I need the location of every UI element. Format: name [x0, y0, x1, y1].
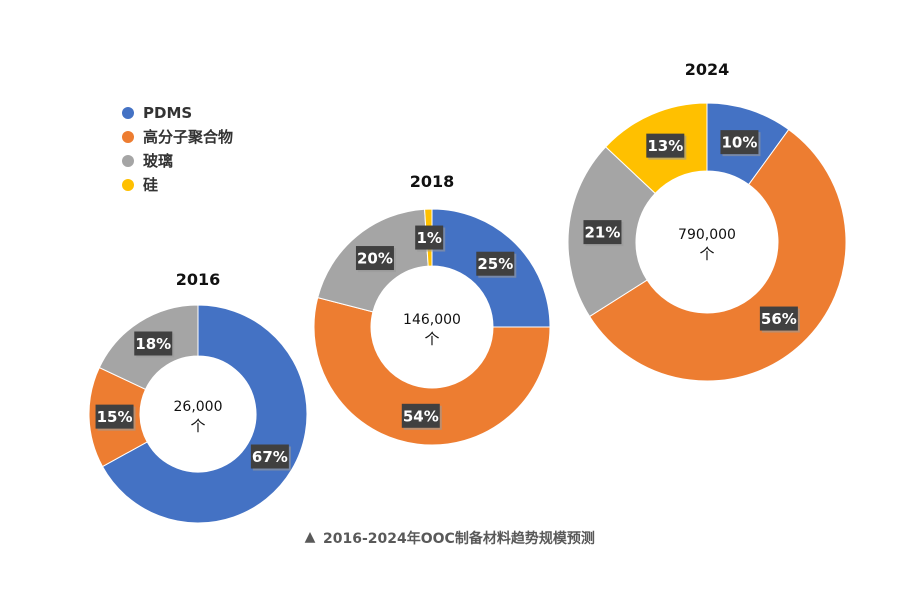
center-total-value: 26,000 — [174, 399, 223, 415]
donut-slice — [313, 297, 551, 446]
legend-item: PDMS — [122, 104, 192, 122]
data-label-box — [95, 404, 134, 429]
data-label-box — [646, 133, 685, 158]
data-label-text: 1% — [416, 229, 441, 247]
data-label-box — [250, 444, 289, 469]
data-label-text: 10% — [721, 134, 757, 152]
data-label-text: 18% — [135, 335, 171, 353]
legend-item: 高分子聚合物 — [122, 128, 233, 146]
data-label-box — [134, 331, 173, 356]
center-unit-label: 个 — [699, 245, 714, 263]
center-total-value: 146,000 — [403, 312, 461, 328]
data-label: 15% — [95, 404, 136, 431]
data-label-box — [401, 403, 440, 428]
data-label: 13% — [646, 133, 687, 160]
center-unit-label: 个 — [424, 330, 439, 348]
legend-label: 高分子聚合物 — [143, 128, 233, 146]
center-unit-label: 个 — [190, 417, 205, 435]
data-label: 25% — [476, 251, 517, 278]
data-label-text: 54% — [403, 407, 439, 425]
donut-chart-2018: 2018 25% 54% 20% 1% 146,000 个 — [313, 172, 551, 446]
legend-dot-icon — [122, 107, 134, 119]
legend-dot-icon — [122, 155, 134, 167]
data-label-text: 67% — [252, 448, 288, 466]
legend-item: 硅 — [122, 176, 158, 194]
charts-area: 2016 67% 15% 18% 26,000 个 2018 25% 54% 20% 1% 146,0… — [88, 60, 847, 524]
donut-chart-2016: 2016 67% 15% 18% 26,000 个 — [88, 270, 308, 524]
data-label-text: 15% — [97, 408, 133, 426]
data-label: 10% — [720, 130, 761, 157]
donut-chart-2024: 2024 10% 56% 21% 13% 790,000 个 — [567, 60, 847, 382]
data-label-box — [759, 306, 798, 331]
data-label-box — [583, 220, 622, 245]
data-label-text: 56% — [761, 310, 797, 328]
data-label-box — [476, 251, 515, 276]
caption: ▲ 2016-2024年OOC制备材料趋势规模预测 — [305, 529, 595, 547]
data-label: 18% — [134, 331, 175, 358]
data-label-text: 20% — [357, 250, 393, 268]
data-label: 67% — [250, 444, 291, 471]
data-label: 20% — [355, 246, 396, 273]
chart-year-label: 2016 — [176, 270, 221, 289]
legend-label: 玻璃 — [143, 152, 173, 170]
data-label-box — [355, 246, 394, 271]
caption-marker-icon: ▲ — [305, 529, 316, 545]
data-label-text: 21% — [585, 224, 621, 242]
data-label-box — [720, 130, 759, 155]
legend-label: PDMS — [143, 104, 192, 122]
caption-title: 2016-2024年OOC制备材料趋势规模预测 — [323, 530, 595, 547]
legend-label: 硅 — [143, 176, 158, 194]
legend-item: 玻璃 — [122, 152, 173, 170]
legend-dot-icon — [122, 179, 134, 191]
chart-year-label: 2018 — [410, 172, 455, 191]
data-label: 54% — [401, 403, 442, 430]
data-label: 1% — [415, 225, 446, 252]
data-label-box — [415, 225, 444, 250]
data-label: 56% — [759, 306, 800, 333]
data-label-text: 25% — [477, 255, 513, 273]
legend-dot-icon — [122, 131, 134, 143]
chart-year-label: 2024 — [685, 60, 730, 79]
data-label-text: 13% — [647, 137, 683, 155]
center-total-value: 790,000 — [678, 227, 736, 243]
data-label: 21% — [583, 220, 624, 247]
